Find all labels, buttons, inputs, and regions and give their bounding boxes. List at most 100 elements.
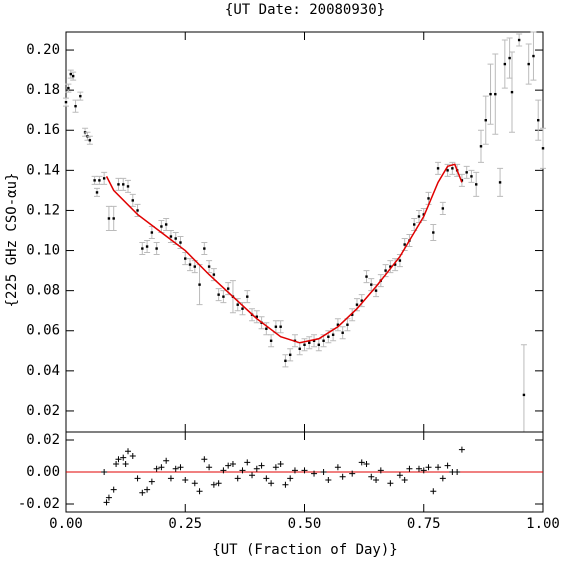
x-axis-label: {UT (Fraction of Day)} [212,542,397,558]
y-tick-label: 0.10 [26,243,60,259]
data-point [246,295,249,298]
x-tick-label: 0.25 [168,516,202,532]
data-point [532,54,535,58]
residual-point [444,462,451,469]
data-point [479,145,483,148]
data-point [288,353,292,357]
residual-point [349,470,356,477]
data-point [510,90,514,94]
data-point [508,56,511,60]
data-point [265,327,268,330]
residual-point [144,486,151,493]
residual-point [206,464,213,471]
data-point [198,283,201,286]
residual-point [110,486,117,493]
residual-point [263,475,270,482]
data-point [98,179,101,182]
data-point [308,341,311,344]
data-point [422,213,425,216]
residual-point [420,467,427,474]
residual-point [148,478,155,485]
residual-point [182,477,189,483]
data-point [212,273,216,276]
data-point [451,167,454,170]
data-point [126,185,130,188]
data-point [255,315,258,318]
residual-point [301,467,308,474]
residual-point [272,464,279,471]
residual-point [406,465,413,472]
fit-line [105,163,463,344]
residual-point [311,470,318,477]
data-point [427,197,430,200]
residual-point [287,475,294,482]
data-point [69,72,72,76]
data-point [503,62,507,66]
data-point [527,62,530,66]
data-point [107,217,111,220]
residual-point [439,475,446,482]
data-point [226,287,230,290]
residual-point [158,464,165,471]
data-point [360,299,363,302]
data-point [303,343,306,346]
data-point [67,86,70,90]
error-bar [520,344,527,433]
data-point [517,38,521,42]
data-point [331,333,335,336]
data-point [432,231,435,234]
residual-point [244,459,251,466]
data-point [475,183,478,186]
residual-point [268,480,275,487]
data-point [79,94,82,98]
data-point [374,289,378,292]
data-point [174,237,177,240]
residual-point [430,488,437,495]
residual-point [210,481,217,488]
data-point [365,275,368,278]
data-point [217,293,220,296]
data-point [169,235,173,238]
residual-point [105,494,112,501]
residual-point [167,475,174,482]
residual-point [454,469,461,475]
y-tick-label: 0.02 [26,403,60,419]
residual-point [153,465,160,472]
y-tick-label: 0.08 [26,283,60,299]
x-tick-label: 0.00 [49,516,83,532]
data-point [193,265,196,268]
data-point [298,347,301,350]
y-tick-label: 0.04 [26,363,60,379]
data-point [269,339,273,342]
data-point [327,335,330,338]
data-point [95,191,99,194]
y-axis-label: {225 GHz CSO-αu} [4,173,20,308]
residual-point [425,464,432,471]
data-point [179,241,182,244]
residual-point [191,480,198,487]
residual-point [122,461,129,467]
residual-point [253,465,260,472]
residual-point [396,472,403,479]
data-point [241,307,244,310]
data-point [312,339,316,342]
data-point [160,225,163,228]
residual-point [339,473,346,480]
data-point [403,243,406,246]
data-point [317,343,321,346]
data-point [274,325,278,328]
chart-title: {UT Date: 20080930} [225,2,385,18]
data-point [64,100,68,104]
data-point [341,331,344,334]
data-point [498,181,502,184]
residual-point [172,465,179,472]
data-point [389,265,392,268]
residual-point [139,489,146,496]
data-point [284,359,287,363]
y-tick-label: 0.16 [26,122,60,138]
y-tick-label: 0.12 [26,202,60,218]
data-point [164,223,168,226]
residual-point [334,464,341,471]
residual-point [320,469,327,475]
data-point [413,223,416,226]
